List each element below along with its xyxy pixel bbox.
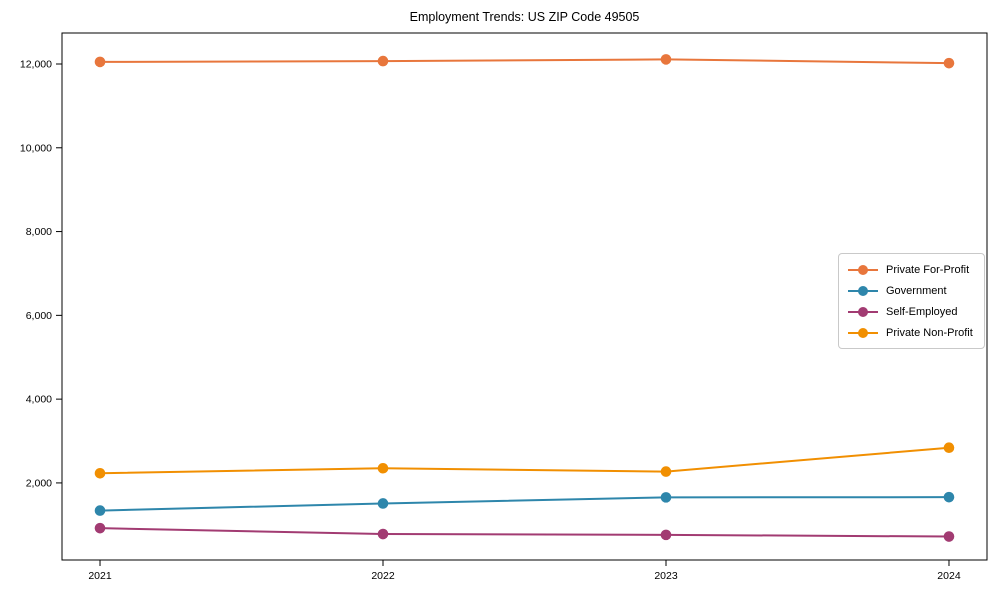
x-tick-label: 2023 xyxy=(654,570,678,582)
marker-private-for-profit xyxy=(377,55,389,67)
legend-item: Private Non-Profit xyxy=(848,325,973,340)
marker-private-non-profit xyxy=(94,467,106,479)
series-line-government xyxy=(99,496,949,512)
legend-label: Self-Employed xyxy=(886,305,958,318)
series-line-private-non-profit xyxy=(99,446,950,475)
y-tick-label: 4,000 xyxy=(26,394,52,406)
legend-marker-icon xyxy=(848,264,878,275)
marker-private-for-profit xyxy=(660,54,672,65)
legend-marker-icon xyxy=(848,306,878,317)
marker-self-employed xyxy=(94,522,106,534)
x-tick-label: 2022 xyxy=(371,570,395,582)
marker-private-non-profit xyxy=(943,442,955,454)
x-tick-label: 2021 xyxy=(88,570,112,582)
legend-label: Government xyxy=(886,284,947,297)
y-tick-label: 6,000 xyxy=(26,310,52,322)
marker-private-for-profit xyxy=(943,57,955,69)
marker-private-non-profit xyxy=(377,462,389,474)
series-line-private-for-profit xyxy=(100,58,949,65)
y-tick-label: 10,000 xyxy=(20,142,52,154)
legend: Private For-Profit Government Self-Employe… xyxy=(838,253,985,349)
legend-marker-icon xyxy=(848,285,878,296)
plot-border xyxy=(61,32,988,561)
marker-government xyxy=(94,505,106,516)
marker-government xyxy=(660,492,672,503)
marker-self-employed xyxy=(943,531,955,542)
legend-marker-icon xyxy=(848,327,878,338)
marker-self-employed xyxy=(660,529,672,541)
chart-title: Employment Trends: US ZIP Code 49505 xyxy=(409,10,640,24)
legend-item: Self-Employed xyxy=(848,304,973,319)
y-tick-label: 12,000 xyxy=(20,59,52,71)
legend-label: Private For-Profit xyxy=(886,263,970,276)
legend-item: Private For-Profit xyxy=(848,262,973,277)
y-tick-label: 8,000 xyxy=(26,226,52,238)
marker-self-employed xyxy=(377,528,389,540)
legend-label: Private Non-Profit xyxy=(886,326,973,339)
marker-government xyxy=(943,491,955,503)
series-line-self-employed xyxy=(99,527,949,538)
marker-private-non-profit xyxy=(660,466,672,477)
legend-item: Government xyxy=(848,283,973,298)
marker-government xyxy=(377,498,389,509)
marker-private-for-profit xyxy=(94,56,106,68)
y-tick-label: 2,000 xyxy=(26,477,52,489)
x-tick-label: 2024 xyxy=(937,570,961,582)
